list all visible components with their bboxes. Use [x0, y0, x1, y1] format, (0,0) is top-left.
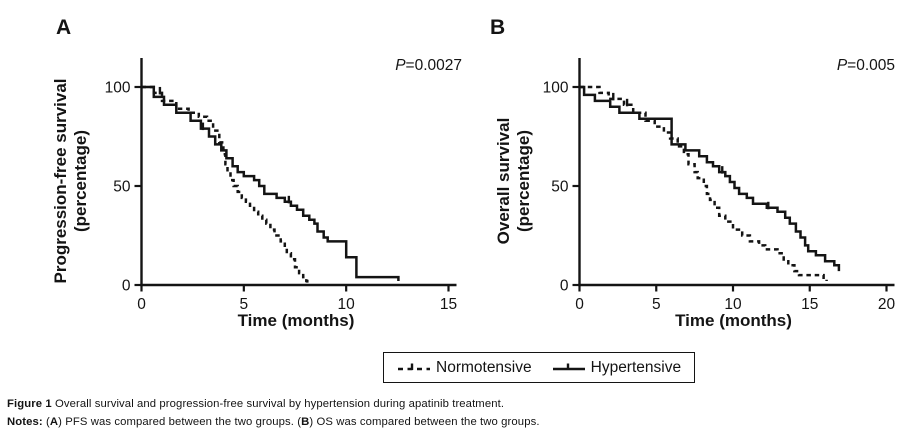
svg-text:10: 10 — [338, 296, 356, 313]
legend-label-hypertensive: Hypertensive — [590, 358, 682, 376]
pfs-y-axis-label: Progression-free survival (percentage) — [51, 56, 93, 306]
svg-text:50: 50 — [551, 179, 569, 196]
figure-caption: Figure 1 Overall survival and progressio… — [7, 396, 540, 431]
os-x-axis-label: Time (months) — [675, 311, 792, 330]
caption-notes-label: Notes: — [7, 415, 43, 428]
svg-text:5: 5 — [652, 296, 661, 313]
legend-item-normotensive: Normotensive — [397, 359, 532, 377]
legend-label-normotensive: Normotensive — [436, 358, 532, 376]
svg-text:100: 100 — [105, 80, 131, 97]
svg-text:20: 20 — [878, 296, 896, 313]
caption-figure-label: Figure 1 — [7, 398, 52, 410]
panel-b-label: B — [490, 16, 506, 39]
pfs-pvalue-number: =0.0027 — [405, 57, 462, 74]
hypertensive-solid-line-icon — [552, 363, 585, 370]
legend-item-hypertensive: Hypertensive — [552, 359, 681, 377]
svg-text:50: 50 — [113, 179, 131, 196]
svg-text:5: 5 — [240, 296, 249, 313]
os-y-axis-label: Overall survival (percentage) — [494, 56, 536, 306]
svg-text:0: 0 — [560, 278, 569, 295]
svg-text:0: 0 — [575, 296, 584, 313]
pfs-chart: 0 5 10 15 0 50 100 — [105, 58, 457, 313]
svg-text:0: 0 — [122, 278, 131, 295]
os-y-axis-label-line2: (percentage) — [514, 129, 533, 233]
legend: Normotensive Hypertensive — [383, 352, 696, 383]
normotensive-dashed-line-icon — [398, 363, 430, 370]
svg-text:0: 0 — [137, 296, 146, 313]
pfs-pvalue: P=0.0027 — [262, 57, 462, 75]
pfs-x-axis-label: Time (months) — [237, 311, 355, 330]
pfs-y-axis-label-line2: (percentage) — [71, 129, 90, 233]
os-y-axis-label-line1: Overall survival — [494, 117, 513, 245]
os-chart: 0 5 10 15 20 0 50 100 — [543, 58, 896, 313]
svg-text:15: 15 — [801, 296, 818, 313]
panel-a-label: A — [56, 16, 72, 39]
pfs-y-axis-label-line1: Progression-free survival — [51, 78, 70, 284]
caption-line-2: Notes: (A) PFS was compared between the … — [7, 415, 540, 428]
os-pvalue-symbol: P — [836, 57, 848, 74]
svg-text:15: 15 — [440, 296, 457, 313]
os-pvalue-number: =0.005 — [847, 57, 895, 74]
pfs-pvalue-symbol: P — [395, 57, 406, 74]
caption-figure-text: Overall survival and progression-free su… — [51, 398, 505, 410]
caption-line-1: Figure 1 Overall survival and progressio… — [7, 396, 540, 414]
svg-text:10: 10 — [724, 296, 742, 313]
svg-text:100: 100 — [543, 80, 569, 97]
os-pvalue: P=0.005 — [700, 57, 895, 75]
